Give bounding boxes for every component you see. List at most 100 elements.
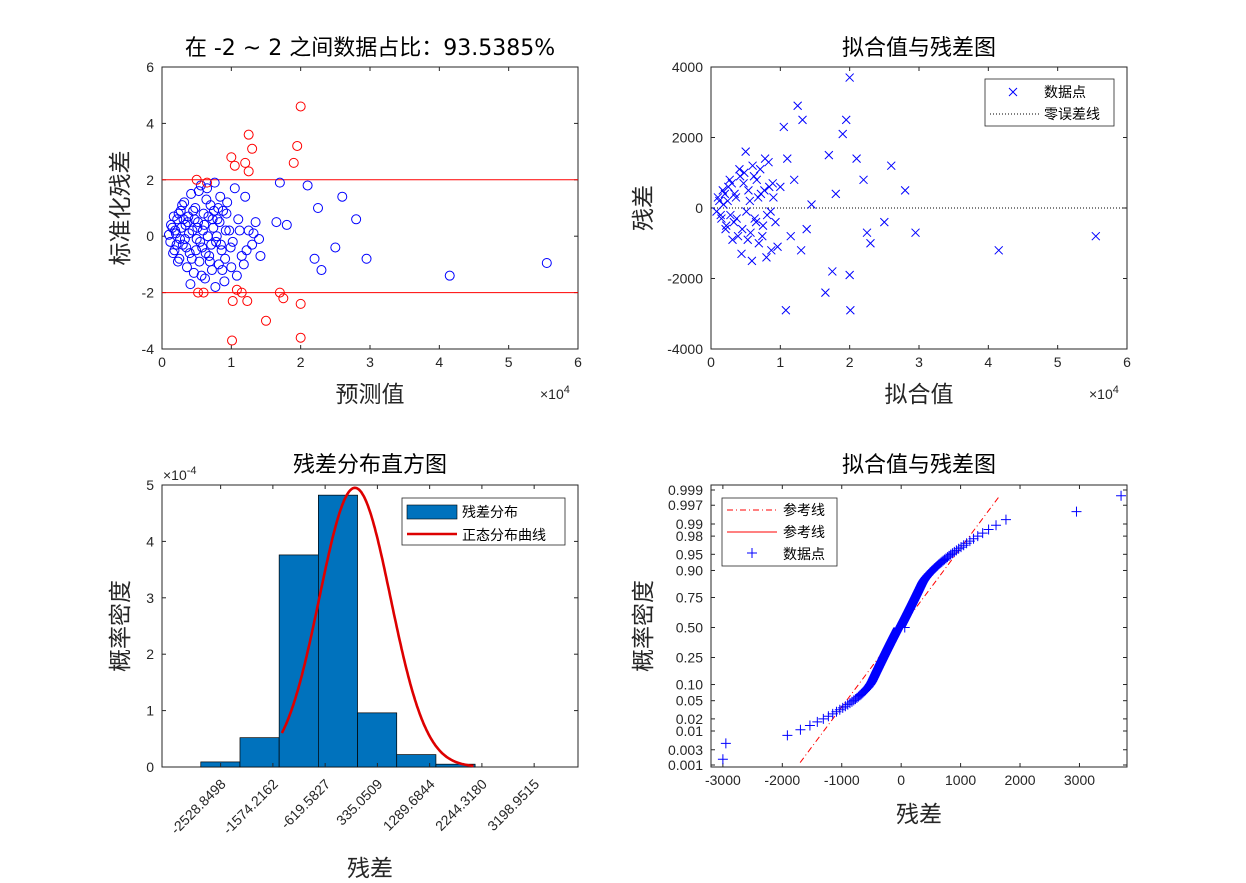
histogram-bar [396,754,437,768]
data-point [184,248,195,259]
y-tick-label: 0.01 [676,723,703,739]
y-tick-label: 0.999 [668,482,703,498]
x-tick-label: 4 [435,354,443,370]
data-point [728,235,737,245]
y-tick-label: 2 [146,172,154,188]
data-point [717,214,726,223]
y-tick-label: 0.003 [668,742,703,758]
data-point [205,200,216,211]
data-point [760,186,769,195]
y-tick-label: 0 [695,200,703,216]
normal-curve [280,486,474,768]
x-tick-label: 3 [915,354,923,370]
data-point [221,208,232,219]
data-point [741,147,751,156]
x-tick-label: 3 [366,354,374,370]
legend-box [984,78,1115,127]
data-point [818,713,829,724]
data-point [198,287,209,298]
data-point [210,281,221,292]
data-point [226,262,237,273]
data-point [233,214,244,225]
data-point [292,140,303,151]
data-point [181,242,192,253]
x-tick-label: 3000 [1064,772,1095,788]
data-point [211,236,222,247]
data-point [213,259,224,270]
data-point [716,210,726,220]
x-tick-label: 0 [707,354,715,370]
data-point [766,207,775,216]
legend-entry: 参考线 [783,502,825,519]
data-point [823,711,834,722]
data-point [254,234,265,245]
data-point [241,245,252,256]
data-point [991,520,1002,531]
x-axis-label: 拟合值 [885,382,954,408]
data-point [1071,506,1082,517]
data-point [725,175,735,185]
data-point [733,231,743,241]
data-point [214,217,225,228]
y-tick-label: 0.99 [676,516,703,532]
histogram-bar [278,554,319,768]
y-tick-label: 0.10 [676,677,703,693]
data-point [718,186,728,195]
data-point [220,225,231,236]
data-point [953,543,964,554]
data-point [747,256,757,266]
data-points [717,490,1127,765]
data-point [782,730,793,741]
data-point [862,228,872,238]
data-point [968,533,979,544]
x-tick-label: 2 [846,354,854,370]
y-tick-label: 0.50 [676,620,703,636]
data-point [994,245,1004,255]
x-tick-label: 1000 [945,772,976,788]
data-point [845,73,855,82]
y-tick-label: 1 [146,703,154,719]
data-point [779,122,789,132]
x-tick-label: 1289.6844 [380,776,438,834]
x-tick-label: -1000 [824,772,860,788]
data-point [827,267,837,276]
y-exponent-label: ×10-4 [163,465,197,483]
data-point [361,253,372,264]
y-tick-label: 3 [146,590,154,606]
data-point [796,245,806,255]
data-point [795,724,806,735]
chart-title: 残差分布直方图 [293,453,447,478]
x-tick-label: 6 [1123,354,1131,370]
data-point [757,231,767,241]
chart-title: 拟合值与残差图 [842,453,996,478]
histogram-bar [239,737,280,768]
data-point [771,217,780,227]
y-tick-label: 0 [146,228,154,244]
histogram-bar [357,712,398,768]
x-tick-label: 4 [984,354,992,370]
data-point [775,182,785,192]
data-point [444,270,455,281]
y-tick-label: 4 [146,115,154,131]
legend-marker-x [1008,87,1018,97]
data-point [255,250,266,261]
legend: 残差分布 正态分布曲线 [401,497,566,546]
subplot-standardized-residuals: 在 -2 ~ 2 之间数据占比：93.5385% 预测值 标准化残差 ×104 … [108,36,582,408]
data-point [165,236,176,247]
data-point [337,191,348,202]
data-point [1000,514,1011,525]
data-point [184,228,195,239]
y-tick-label: 0 [146,759,154,775]
data-point [204,250,215,261]
data-point [274,287,285,298]
y-tick-label: 0.05 [676,693,703,709]
data-point [755,164,765,174]
data-point [226,152,237,163]
x-tick-label: 2000 [1004,772,1035,788]
x-tick-label: 5 [505,354,513,370]
data-point [753,193,763,202]
legend-marker-plus [747,548,757,558]
subplot-histogram: 残差分布直方图 残差 概率密度 ×10-4 0 1 2 3 4 5 -2528.8498-1… [108,453,579,882]
data-point [229,160,240,171]
data-point [271,217,282,228]
